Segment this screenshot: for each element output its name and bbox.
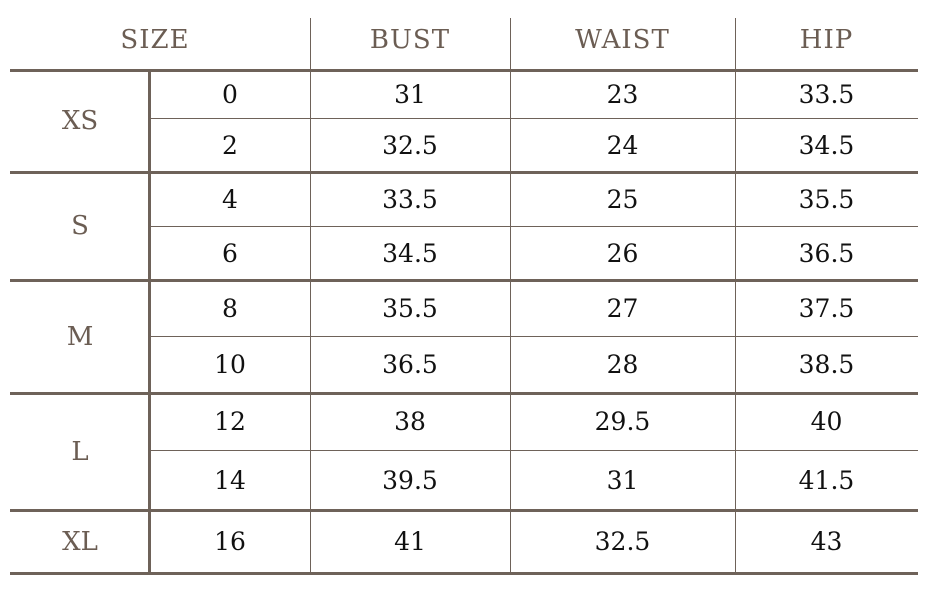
header-size: SIZE [120, 25, 190, 55]
header-bust: BUST [369, 25, 451, 55]
cell-waist: 23 [606, 79, 639, 109]
column-divider [310, 18, 311, 573]
cell-bust: 34.5 [382, 238, 438, 268]
cell-size: 0 [222, 79, 238, 109]
row-divider [150, 226, 918, 227]
group-divider [10, 392, 918, 395]
cell-hip: 37.5 [798, 293, 855, 323]
cell-size: 4 [222, 184, 238, 214]
cell-hip: 41.5 [798, 465, 855, 495]
cell-waist: 25 [606, 184, 639, 214]
cell-waist: 32.5 [594, 527, 651, 556]
cell-bust: 36.5 [382, 350, 438, 379]
size-group-label: M [66, 321, 94, 352]
header-waist: WAIST [575, 25, 670, 55]
cell-hip: 36.5 [798, 238, 855, 268]
cell-size: 12 [214, 407, 246, 436]
column-divider [510, 18, 511, 573]
cell-waist: 27 [606, 293, 639, 323]
cell-bust: 38 [394, 407, 426, 436]
cell-hip: 33.5 [798, 79, 855, 109]
group-divider [10, 171, 918, 174]
cell-waist: 28 [606, 350, 639, 379]
group-divider [10, 572, 918, 575]
cell-size: 8 [222, 293, 238, 323]
header-hip: HIP [799, 25, 854, 55]
cell-waist: 24 [606, 130, 639, 160]
cell-hip: 34.5 [798, 130, 855, 160]
cell-bust: 41 [394, 527, 426, 556]
cell-bust: 33.5 [382, 184, 438, 214]
column-divider [735, 18, 736, 573]
size-group-label: XS [61, 106, 99, 136]
cell-hip: 38.5 [798, 350, 855, 379]
cell-bust: 31 [394, 79, 426, 109]
cell-hip: 40 [810, 407, 843, 436]
group-divider [10, 509, 918, 512]
cell-size: 14 [214, 465, 246, 495]
cell-bust: 35.5 [382, 293, 438, 323]
cell-size: 6 [222, 238, 238, 268]
cell-bust: 32.5 [382, 130, 438, 160]
size-group-label: S [71, 211, 89, 241]
cell-waist: 26 [606, 238, 639, 268]
size-group-label: L [71, 436, 89, 467]
cell-size: 2 [222, 130, 238, 160]
cell-bust: 39.5 [382, 465, 438, 495]
cell-size: 16 [214, 527, 246, 556]
cell-waist: 29.5 [594, 407, 651, 436]
row-divider [150, 118, 918, 119]
row-divider [150, 450, 918, 451]
cell-hip: 43 [810, 527, 843, 556]
column-divider [148, 70, 151, 573]
cell-hip: 35.5 [798, 184, 855, 214]
row-divider [150, 336, 918, 337]
cell-waist: 31 [606, 465, 639, 495]
size-group-label: XL [62, 526, 98, 557]
group-divider [10, 279, 918, 282]
header-divider [10, 69, 918, 72]
cell-size: 10 [214, 350, 246, 379]
